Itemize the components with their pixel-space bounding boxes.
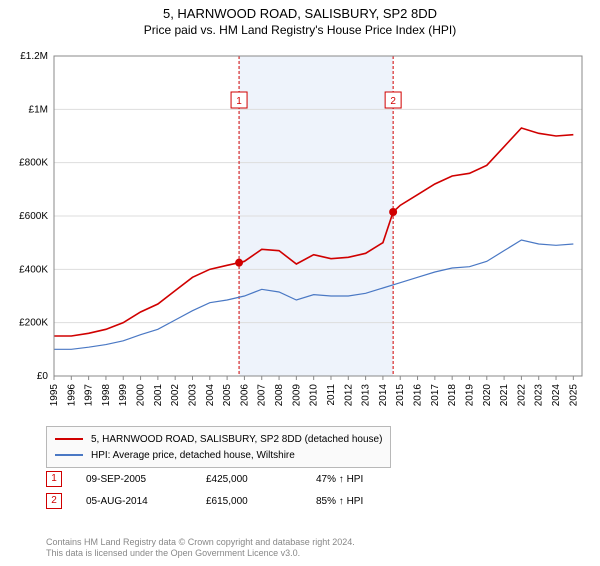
svg-text:£800K: £800K bbox=[19, 158, 48, 169]
svg-text:2007: 2007 bbox=[257, 384, 268, 407]
legend-swatch-2 bbox=[55, 454, 83, 456]
svg-text:2016: 2016 bbox=[413, 384, 424, 407]
svg-text:2019: 2019 bbox=[464, 384, 475, 407]
svg-text:2003: 2003 bbox=[187, 384, 198, 407]
chart-svg: £0 £200K £400K £600K £800K £1M £1.2M 1995 1996 19… bbox=[10, 50, 590, 420]
event-row: 1 09-SEP-2005 £425,000 47% ↑ HPI bbox=[46, 468, 426, 490]
chart-area: £0 £200K £400K £600K £800K £1M £1.2M 1995 1996 19… bbox=[10, 50, 590, 420]
legend-row: 5, HARNWOOD ROAD, SALISBURY, SP2 8DD (de… bbox=[55, 431, 382, 447]
svg-text:£1.2M: £1.2M bbox=[20, 51, 48, 62]
svg-text:£0: £0 bbox=[37, 371, 49, 382]
event-date: 09-SEP-2005 bbox=[86, 474, 206, 485]
event-diff: 47% ↑ HPI bbox=[316, 474, 426, 485]
event-marker-icon: 2 bbox=[46, 493, 62, 509]
svg-text:1998: 1998 bbox=[101, 384, 112, 407]
attribution: Contains HM Land Registry data © Crown c… bbox=[46, 537, 355, 560]
svg-text:£600K: £600K bbox=[19, 211, 48, 222]
svg-text:1: 1 bbox=[236, 96, 242, 107]
legend-label: HPI: Average price, detached house, Wilt… bbox=[91, 450, 295, 461]
svg-text:1996: 1996 bbox=[66, 384, 77, 407]
event-row: 2 05-AUG-2014 £615,000 85% ↑ HPI bbox=[46, 490, 426, 512]
legend-row: HPI: Average price, detached house, Wilt… bbox=[55, 447, 382, 463]
event-price: £615,000 bbox=[206, 496, 316, 507]
svg-text:2012: 2012 bbox=[343, 384, 354, 407]
svg-text:2006: 2006 bbox=[239, 384, 250, 407]
svg-text:2023: 2023 bbox=[534, 384, 545, 407]
svg-text:1997: 1997 bbox=[84, 384, 95, 407]
event-diff: 85% ↑ HPI bbox=[316, 496, 426, 507]
page-subtitle: Price paid vs. HM Land Registry's House … bbox=[0, 23, 600, 37]
event-date: 05-AUG-2014 bbox=[86, 496, 206, 507]
svg-text:2001: 2001 bbox=[153, 384, 164, 407]
legend: 5, HARNWOOD ROAD, SALISBURY, SP2 8DD (de… bbox=[46, 426, 391, 468]
svg-text:2014: 2014 bbox=[378, 384, 389, 407]
svg-text:1995: 1995 bbox=[49, 384, 60, 407]
svg-text:2010: 2010 bbox=[309, 384, 320, 407]
legend-label: 5, HARNWOOD ROAD, SALISBURY, SP2 8DD (de… bbox=[91, 434, 382, 445]
svg-text:2000: 2000 bbox=[136, 384, 147, 407]
svg-text:2004: 2004 bbox=[205, 384, 216, 407]
svg-text:2013: 2013 bbox=[361, 384, 372, 407]
svg-text:2005: 2005 bbox=[222, 384, 233, 407]
svg-text:£200K: £200K bbox=[19, 318, 48, 329]
svg-text:2002: 2002 bbox=[170, 384, 181, 407]
svg-text:2020: 2020 bbox=[482, 384, 493, 407]
svg-text:2017: 2017 bbox=[430, 384, 441, 407]
svg-text:2021: 2021 bbox=[499, 384, 510, 407]
svg-text:2008: 2008 bbox=[274, 384, 285, 407]
svg-text:1999: 1999 bbox=[118, 384, 129, 407]
svg-text:2015: 2015 bbox=[395, 384, 406, 407]
event-marker-icon: 1 bbox=[46, 471, 62, 487]
svg-text:£1M: £1M bbox=[29, 104, 48, 115]
svg-text:2011: 2011 bbox=[326, 384, 337, 406]
svg-text:2: 2 bbox=[390, 96, 396, 107]
page-title: 5, HARNWOOD ROAD, SALISBURY, SP2 8DD bbox=[0, 6, 600, 21]
svg-text:2018: 2018 bbox=[447, 384, 458, 407]
svg-text:2025: 2025 bbox=[568, 384, 579, 407]
events-table: 1 09-SEP-2005 £425,000 47% ↑ HPI 2 05-AU… bbox=[46, 468, 426, 512]
svg-text:2024: 2024 bbox=[551, 384, 562, 407]
svg-text:2009: 2009 bbox=[291, 384, 302, 407]
svg-text:2022: 2022 bbox=[516, 384, 527, 407]
event-price: £425,000 bbox=[206, 474, 316, 485]
svg-text:£400K: £400K bbox=[19, 264, 48, 275]
attribution-line: Contains HM Land Registry data © Crown c… bbox=[46, 537, 355, 549]
attribution-line: This data is licensed under the Open Gov… bbox=[46, 548, 355, 560]
chart-container: 5, HARNWOOD ROAD, SALISBURY, SP2 8DD Pri… bbox=[0, 6, 600, 566]
legend-swatch-1 bbox=[55, 438, 83, 440]
